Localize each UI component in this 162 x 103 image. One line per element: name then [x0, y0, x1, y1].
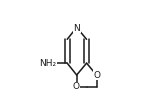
Text: NH₂: NH₂: [39, 59, 56, 68]
Text: O: O: [72, 82, 79, 91]
Text: O: O: [94, 71, 101, 80]
Text: N: N: [73, 24, 80, 33]
